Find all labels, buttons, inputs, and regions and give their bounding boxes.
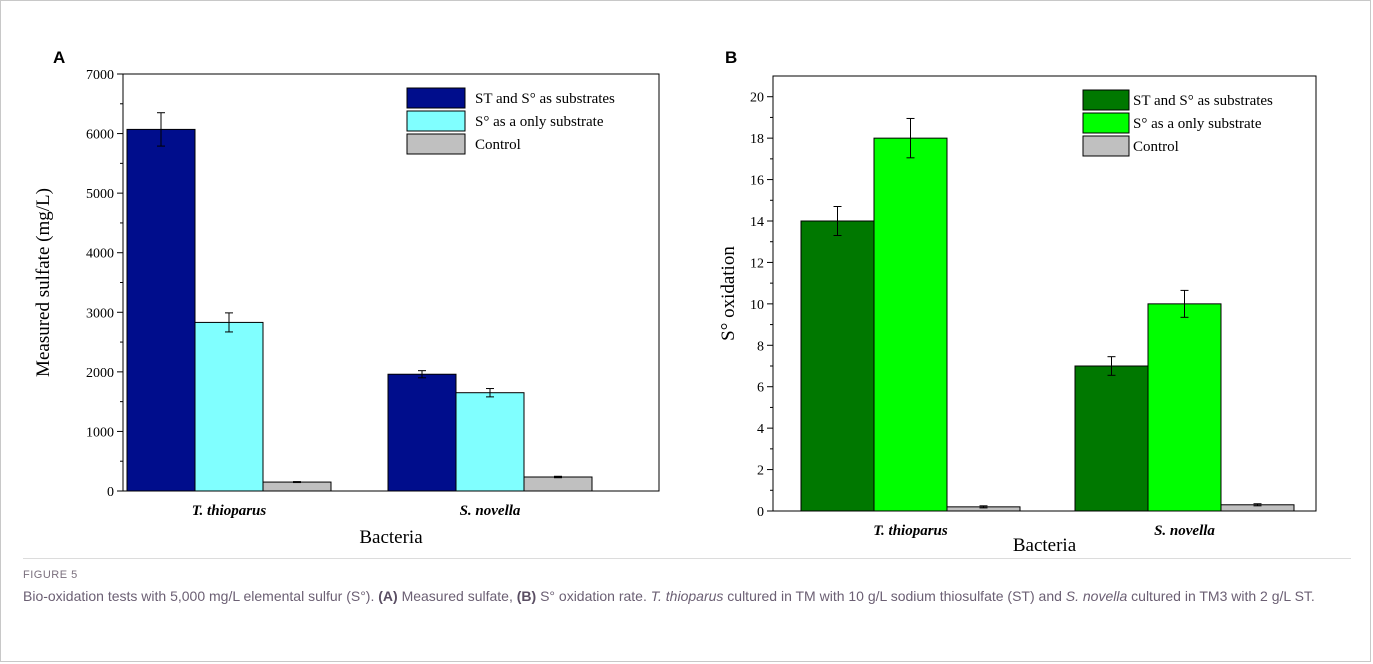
panel-letter: B bbox=[725, 48, 737, 67]
legend-label: Control bbox=[475, 137, 521, 153]
caption-part: Bio-oxidation tests with 5,000 mg/L elem… bbox=[23, 588, 379, 604]
bar bbox=[873, 137, 948, 512]
y-tick-label: 5000 bbox=[86, 187, 114, 202]
x-axis-label: Bacteria bbox=[1013, 535, 1077, 556]
caption-part: cultured in TM3 with 2 g/L ST. bbox=[1127, 588, 1315, 604]
x-tick-label: S. novella bbox=[460, 503, 521, 519]
y-tick-label: 1000 bbox=[86, 425, 114, 440]
x-tick-label: S. novella bbox=[1154, 523, 1215, 539]
figure-caption: Bio-oxidation tests with 5,000 mg/L elem… bbox=[23, 586, 1343, 607]
y-tick-label: 2000 bbox=[86, 366, 114, 381]
legend-swatch bbox=[1082, 135, 1130, 157]
legend-label: ST and S° as substrates bbox=[1133, 93, 1273, 109]
caption-part: Measured sulfate, bbox=[397, 588, 517, 604]
y-tick-label: 18 bbox=[750, 132, 764, 147]
legend-label: S° as a only substrate bbox=[1133, 116, 1262, 132]
panel-a-chart: A 0 1000 2000 3000 4000 5000 6000 7000 Measured s… bbox=[33, 48, 660, 548]
bar bbox=[194, 321, 264, 492]
plot-frame bbox=[772, 75, 1317, 512]
y-tick-label: 3000 bbox=[86, 306, 114, 321]
caption-part: S° oxidation rate. bbox=[536, 588, 651, 604]
caption-part: T. thioparus bbox=[650, 588, 724, 604]
legend-swatch bbox=[406, 87, 466, 109]
caption-part: S. novella bbox=[1065, 588, 1128, 604]
y-tick-label: 6 bbox=[757, 381, 764, 396]
figure-charts: A 0 1000 2000 3000 4000 5000 6000 7000 Measured s… bbox=[33, 48, 1317, 556]
caption-divider bbox=[23, 558, 1351, 559]
bar bbox=[1074, 365, 1149, 512]
panel-letter: A bbox=[53, 48, 65, 67]
legend-label: S° as a only substrate bbox=[475, 114, 604, 130]
y-tick-label: 0 bbox=[757, 505, 764, 520]
legend-swatch bbox=[1082, 89, 1130, 111]
caption-part: cultured in TM with 10 g/L sodium thiosu… bbox=[723, 588, 1066, 604]
y-tick-label: 12 bbox=[750, 256, 764, 271]
legend-label: Control bbox=[1133, 139, 1179, 155]
y-tick-label: 4000 bbox=[86, 247, 114, 262]
y-tick-label: 8 bbox=[757, 339, 764, 354]
x-axis-label: Bacteria bbox=[359, 527, 423, 548]
figure-label: FIGURE 5 bbox=[23, 569, 78, 581]
bar bbox=[262, 481, 332, 492]
x-tick-label: T. thioparus bbox=[873, 523, 948, 539]
caption-part: (A) bbox=[378, 588, 398, 604]
bar bbox=[800, 220, 875, 512]
y-tick-label: 20 bbox=[750, 91, 764, 106]
bar bbox=[455, 392, 525, 492]
y-tick-label: 2 bbox=[757, 464, 764, 479]
y-tick-label: 10 bbox=[750, 298, 764, 313]
y-axis-label: S° oxidation bbox=[718, 246, 739, 341]
y-tick-label: 0 bbox=[107, 485, 114, 500]
x-tick-label: T. thioparus bbox=[192, 503, 267, 519]
legend-swatch bbox=[406, 110, 466, 132]
y-axis-label: Measured sulfate (mg/L) bbox=[33, 188, 54, 377]
legend-swatch bbox=[406, 133, 466, 155]
y-tick-label: 14 bbox=[750, 215, 764, 230]
y-tick-label: 6000 bbox=[86, 128, 114, 143]
bar bbox=[387, 373, 457, 492]
legend-label: ST and S° as substrates bbox=[475, 91, 615, 107]
bar bbox=[1147, 303, 1222, 512]
y-tick-label: 16 bbox=[750, 174, 764, 189]
y-tick-label: 7000 bbox=[86, 68, 114, 83]
legend-swatch bbox=[1082, 112, 1130, 134]
bar bbox=[523, 476, 593, 492]
bar bbox=[126, 128, 196, 492]
caption-part: (B) bbox=[516, 588, 537, 604]
panel-b-chart: B 0 2 4 6 8 10 12 14 16 18 20 S° oxidation Bacteria T.… bbox=[718, 48, 1317, 556]
y-tick-label: 4 bbox=[757, 422, 764, 437]
